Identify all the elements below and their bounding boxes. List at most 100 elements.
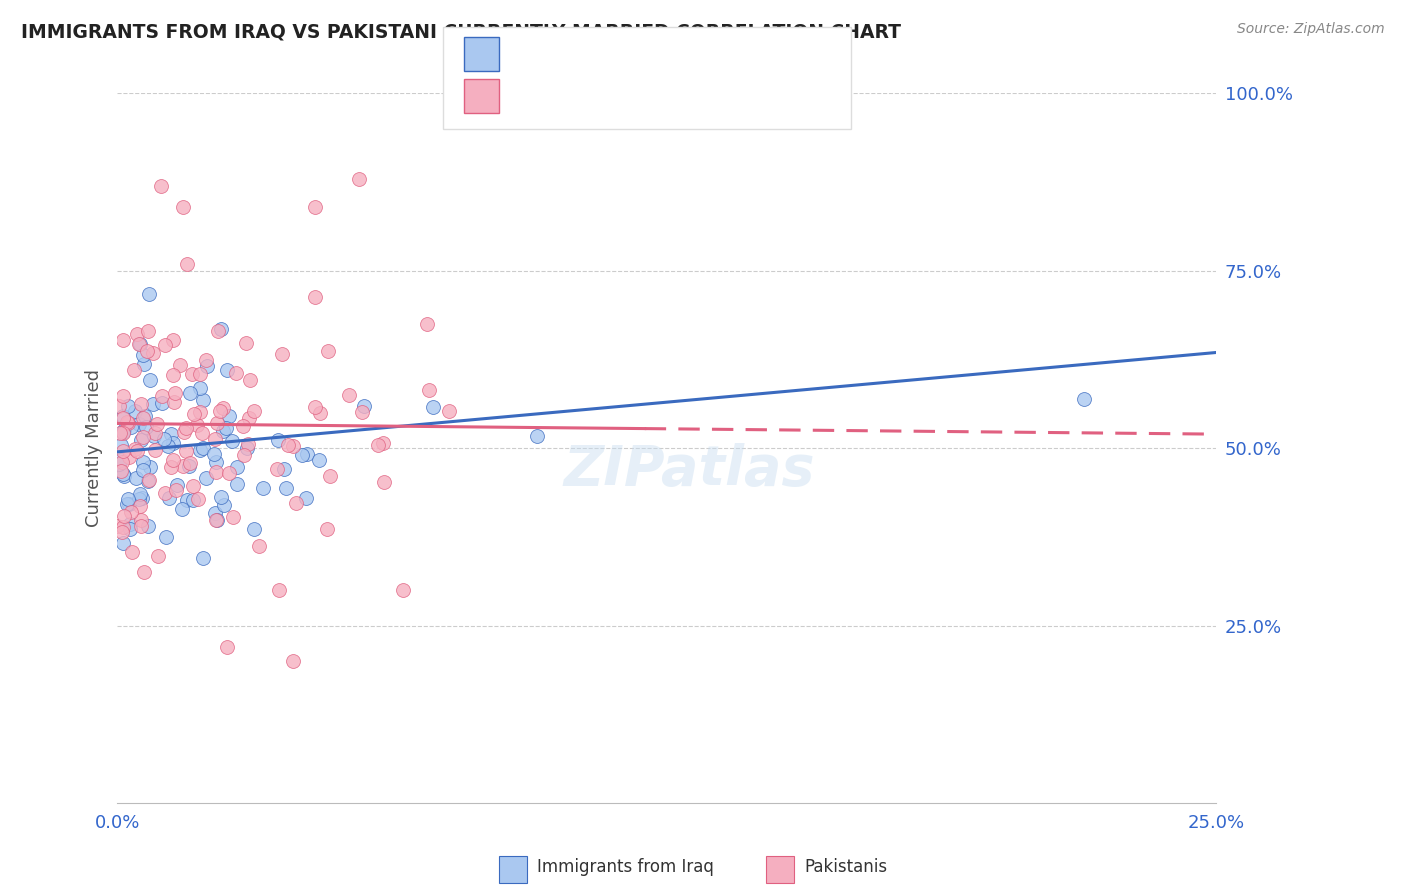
Point: [120, 505, 142, 519]
Point: [308, 453, 330, 467]
Point: [1073, 392, 1095, 406]
Point: [162, 368, 184, 383]
Point: [134, 357, 156, 371]
Point: [105, 519, 128, 533]
Point: [128, 417, 150, 431]
Point: [117, 491, 139, 506]
Point: [155, 530, 177, 544]
Point: [157, 491, 180, 505]
Point: [211, 424, 233, 438]
Point: [129, 486, 152, 500]
Point: [146, 549, 169, 563]
Point: [138, 473, 160, 487]
Point: [217, 640, 239, 654]
Text: Pakistanis: Pakistanis: [804, 858, 887, 876]
Point: [136, 474, 159, 488]
Point: [174, 443, 197, 458]
Point: [205, 513, 228, 527]
Point: [128, 500, 150, 514]
Point: [266, 462, 288, 476]
Point: [281, 654, 304, 668]
Point: [136, 519, 159, 533]
Point: [128, 336, 150, 351]
Point: [108, 425, 131, 440]
Point: [153, 432, 176, 446]
Point: [186, 417, 208, 432]
Point: [221, 434, 243, 448]
Point: [110, 437, 132, 451]
Point: [156, 439, 179, 453]
Point: [108, 399, 131, 413]
Point: [212, 401, 235, 415]
Point: [160, 427, 183, 442]
Point: [204, 507, 226, 521]
Point: [179, 456, 201, 470]
Point: [131, 463, 153, 477]
Point: [117, 399, 139, 413]
Point: [191, 426, 214, 441]
Text: R =   0.284   N=   84: R = 0.284 N= 84: [513, 43, 734, 61]
Point: [373, 475, 395, 489]
Point: [173, 425, 195, 439]
Point: [163, 386, 186, 401]
Point: [153, 486, 176, 500]
Point: [132, 430, 155, 444]
Point: [142, 397, 165, 411]
Point: [304, 200, 326, 214]
Point: [238, 411, 260, 425]
Point: [316, 343, 339, 358]
Point: [295, 491, 318, 506]
Point: [193, 442, 215, 456]
Point: [172, 200, 194, 214]
Point: [274, 481, 297, 495]
Point: [273, 462, 295, 476]
Point: [110, 464, 132, 478]
Point: [266, 434, 288, 448]
Point: [124, 442, 146, 456]
Point: [111, 455, 134, 469]
Point: [291, 449, 314, 463]
Point: [169, 359, 191, 373]
Point: [125, 471, 148, 485]
Point: [181, 367, 204, 381]
Point: [136, 343, 159, 358]
Point: [319, 468, 342, 483]
Point: [350, 405, 373, 419]
Point: [204, 432, 226, 446]
Point: [218, 409, 240, 424]
Point: [165, 483, 187, 497]
Point: [129, 513, 152, 527]
Point: [136, 324, 159, 338]
Point: [416, 317, 439, 331]
Point: [132, 411, 155, 425]
Point: [139, 373, 162, 387]
Point: [127, 326, 149, 341]
Point: [271, 347, 294, 361]
Point: [143, 442, 166, 457]
Point: [117, 417, 139, 431]
Point: [128, 336, 150, 351]
Point: [131, 491, 153, 505]
Point: [422, 400, 444, 414]
Point: [177, 458, 200, 473]
Point: [225, 477, 247, 491]
Point: [188, 381, 211, 395]
Point: [233, 448, 256, 462]
Point: [304, 400, 326, 414]
Point: [176, 493, 198, 508]
Point: [132, 566, 155, 580]
Point: [277, 438, 299, 452]
Point: [179, 386, 201, 401]
Point: [285, 496, 308, 510]
Point: [222, 510, 245, 524]
Point: [172, 458, 194, 473]
Point: [176, 257, 198, 271]
Point: [115, 415, 138, 429]
Point: [112, 409, 135, 423]
Point: [134, 409, 156, 423]
Point: [209, 490, 232, 504]
Point: [111, 411, 134, 425]
Point: [110, 453, 132, 467]
Point: [183, 407, 205, 421]
Point: [236, 437, 259, 451]
